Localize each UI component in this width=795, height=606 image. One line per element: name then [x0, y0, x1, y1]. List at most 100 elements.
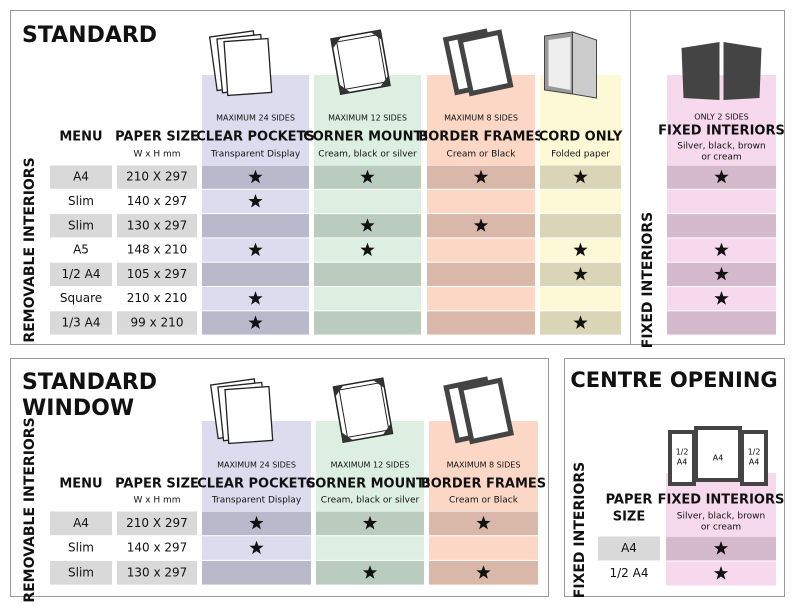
column-name: FIXED INTERIORS [658, 124, 785, 139]
corner [339, 84, 351, 95]
corner [382, 423, 393, 436]
icon [442, 28, 514, 97]
paper-size: 210 X 297 [126, 170, 188, 184]
panel-icon [740, 430, 768, 486]
icon [208, 30, 273, 97]
cell [202, 560, 311, 585]
star [473, 169, 489, 184]
folded [572, 31, 597, 99]
star [573, 266, 588, 281]
menu-cell [50, 238, 112, 262]
icon [681, 42, 762, 100]
column-limit: MAXIMUM 8 SIDES [444, 114, 518, 123]
paper-cell [117, 214, 197, 238]
star [362, 565, 378, 579]
column-sub: Cream or Black [449, 496, 519, 506]
icon [332, 377, 394, 443]
column-name: CLEAR POCKETS [197, 477, 316, 492]
corner [370, 30, 383, 41]
column-name: CORNER MOUNTS [306, 477, 435, 492]
cell [427, 238, 535, 262]
column-sub: Transparent Display [211, 496, 302, 506]
star [714, 242, 729, 257]
paper-cell [117, 165, 197, 189]
column-name: BORDER FRAMES [421, 477, 546, 492]
paper-cell [598, 536, 660, 561]
corner [341, 432, 354, 443]
panel [10, 358, 549, 597]
paper-cell [117, 287, 197, 311]
mount [330, 29, 391, 95]
cell [314, 262, 421, 286]
menu-name: A5 [73, 243, 89, 257]
paper-cell [117, 311, 197, 335]
section-title: STANDARD [22, 23, 157, 48]
cell [429, 536, 538, 560]
column-sub: Folded paper [551, 150, 610, 160]
folded [548, 37, 571, 90]
menu-cell [50, 165, 112, 189]
cell [427, 311, 535, 335]
paper-size: 140 x 297 [127, 194, 188, 208]
menu-cell [50, 311, 112, 335]
star [360, 218, 375, 232]
header: PAPER SIZE [115, 477, 199, 492]
paper-size: A4 [621, 541, 637, 555]
column-limit: ONLY 2 SIDES [694, 113, 748, 122]
star [476, 565, 491, 579]
header-sub: W x H mm [133, 496, 180, 506]
section-title: STANDARD [22, 370, 157, 395]
star [573, 315, 588, 329]
paper-size: 105 x 297 [127, 267, 188, 281]
paper-cell [598, 561, 660, 586]
cell [202, 214, 309, 238]
cell [316, 536, 424, 560]
star [714, 291, 729, 305]
menu-name: Slim [68, 565, 94, 579]
paper-size: 140 x 297 [127, 541, 188, 555]
section-title: WINDOW [22, 396, 134, 421]
paper-size: 130 x 297 [127, 565, 188, 579]
menu-name: Slim [68, 541, 94, 555]
column-name: BORDER FRAMES [418, 130, 543, 145]
column-limit: MAXIMUM 8 SIDES [447, 461, 521, 470]
header: SIZE [613, 510, 646, 525]
paper-size: 99 x 210 [131, 315, 184, 329]
paper-size: 210 X 297 [126, 516, 188, 530]
pocket [224, 385, 274, 445]
star [248, 169, 263, 184]
column-sub: Silver, black, brown [677, 512, 765, 522]
cell [314, 287, 421, 311]
star [248, 315, 263, 329]
menu-name: Slim [68, 194, 94, 208]
menu-name: Slim [68, 218, 94, 232]
paper-size: 130 x 297 [127, 218, 188, 232]
cell [427, 189, 535, 214]
star [476, 515, 491, 530]
column-sub: Transparent Display [210, 150, 301, 160]
column-name: CORD ONLY [539, 130, 623, 145]
header: PAPER [606, 493, 653, 508]
star [248, 242, 263, 257]
cell [667, 189, 776, 214]
header-sub: W x H mm [133, 150, 180, 160]
corner [333, 385, 344, 397]
column-sub: Cream, black or silver [318, 150, 417, 160]
mount [336, 34, 387, 90]
mount [338, 382, 390, 438]
panel [564, 358, 785, 597]
corner [372, 378, 385, 389]
icon-label: 1/2 [748, 448, 761, 457]
section-title: CENTRE OPENING [570, 368, 777, 392]
star [714, 169, 729, 184]
column-sub: or cream [701, 523, 741, 533]
icon [544, 31, 597, 99]
cell [667, 311, 776, 335]
panel [10, 10, 785, 345]
fixed-panel [723, 42, 762, 100]
column-sub: Cream, black or silver [321, 496, 420, 506]
paper-cell [117, 262, 197, 286]
icon [209, 378, 274, 445]
paper-cell [117, 511, 197, 536]
side-label: REMOVABLE INTERIORS [22, 417, 38, 602]
